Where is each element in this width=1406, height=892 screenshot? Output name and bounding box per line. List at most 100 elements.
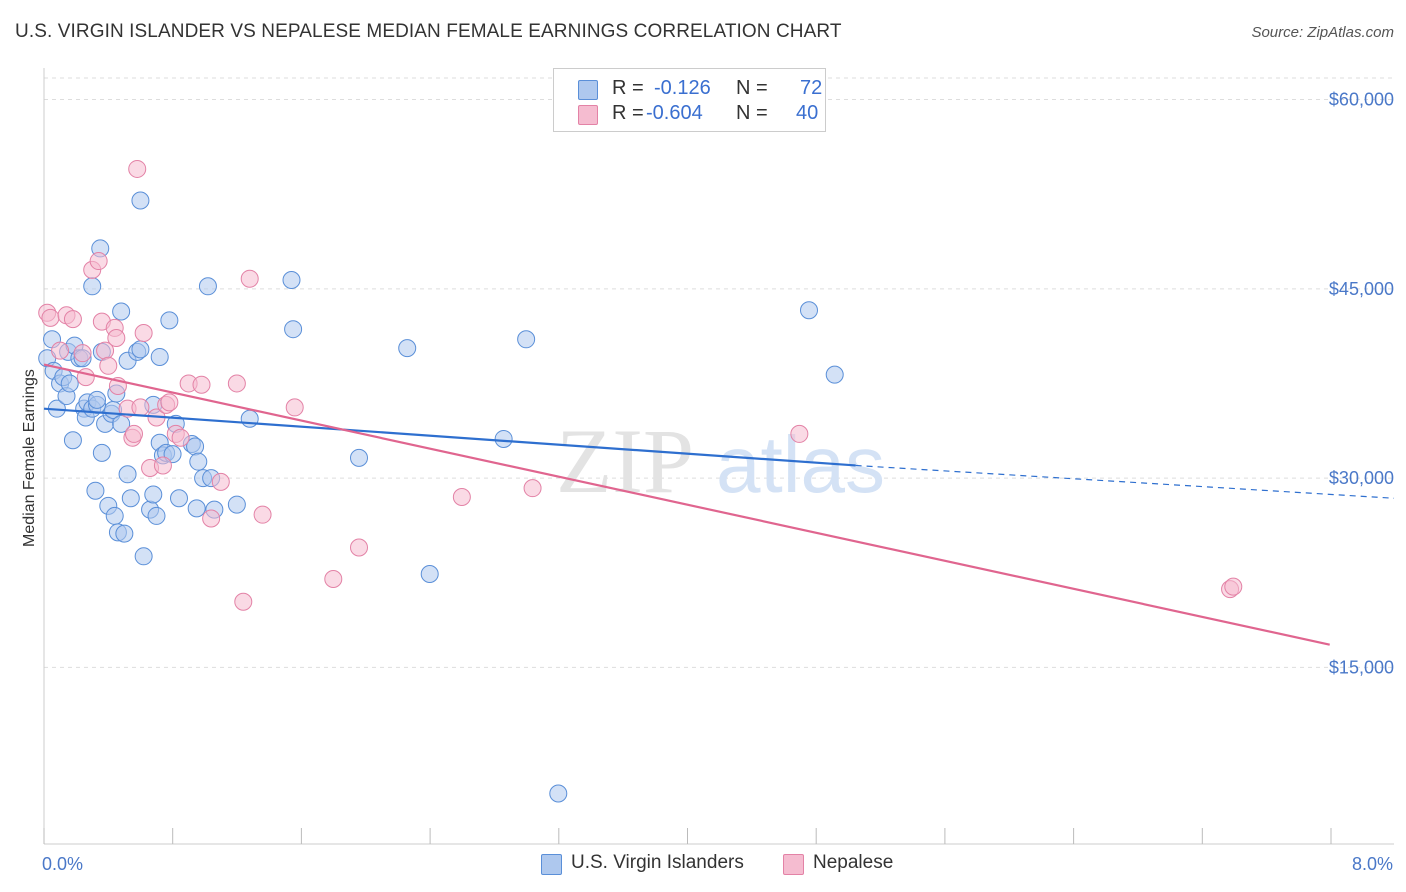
point-virgin-islanders (92, 443, 111, 462)
point-virgin-islanders (282, 270, 301, 289)
point-nepalese (227, 374, 246, 393)
point-virgin-islanders (131, 191, 150, 210)
point-nepalese (240, 269, 259, 288)
point-virgin-islanders (284, 320, 303, 339)
watermark-zip: ZIP (556, 410, 694, 512)
point-nepalese (202, 509, 221, 528)
legend-swatch-blue (578, 80, 598, 100)
point-nepalese (790, 424, 809, 443)
point-nepalese (171, 428, 190, 447)
legend-r-label: R = (612, 102, 644, 124)
point-virgin-islanders (150, 347, 169, 366)
point-virgin-islanders (88, 390, 107, 409)
trend-line-nepalese (43, 363, 1330, 646)
point-virgin-islanders (170, 489, 188, 508)
point-nepalese (125, 424, 143, 443)
point-virgin-islanders (134, 547, 153, 566)
y-tick-label: $45,000 (1329, 279, 1394, 299)
point-nepalese (234, 592, 253, 611)
legend-swatch-pink (578, 105, 598, 125)
point-virgin-islanders (112, 414, 131, 433)
bottom-legend-swatch-blue (541, 854, 562, 875)
y-tick-label: $30,000 (1329, 468, 1394, 488)
point-virgin-islanders (112, 302, 131, 321)
trend-line-virgin-islanders-extrapolated (855, 464, 1395, 499)
point-virgin-islanders (63, 431, 82, 450)
legend-r-value: -0.126 (654, 77, 711, 99)
y-tick-label: $15,000 (1329, 657, 1394, 677)
series-virgin-islanders-points (38, 191, 844, 803)
point-nepalese (285, 398, 304, 417)
point-nepalese (211, 472, 230, 491)
point-virgin-islanders (800, 301, 818, 320)
x-axis-labels: 0.0% 8.0% (42, 854, 1393, 874)
point-virgin-islanders (144, 485, 163, 504)
point-nepalese (134, 323, 153, 342)
source-credit: Source: ZipAtlas.com (1251, 24, 1394, 41)
point-virgin-islanders (420, 564, 439, 583)
point-nepalese (51, 341, 70, 360)
trend-line-virgin-islanders (43, 407, 856, 467)
legend-n-value: 72 (800, 77, 823, 99)
trend-lines (43, 363, 1395, 646)
point-nepalese (452, 488, 471, 507)
point-virgin-islanders (131, 340, 150, 359)
point-nepalese (1224, 577, 1243, 596)
legend-n-label: N = (736, 77, 768, 99)
point-virgin-islanders (198, 277, 217, 296)
point-nepalese (160, 393, 179, 412)
legend-r-label: R = (612, 77, 644, 99)
point-nepalese (76, 368, 95, 387)
point-nepalese (107, 329, 126, 348)
point-virgin-islanders (147, 506, 166, 525)
y-axis-title: Median Female Earnings (21, 369, 38, 547)
gridlines (44, 77, 1394, 668)
bottom-legend-swatch-pink (783, 854, 804, 875)
legend-n-value: 40 (796, 102, 819, 124)
x-tick-label: 0.0% (42, 854, 83, 874)
point-virgin-islanders (350, 448, 368, 467)
point-nepalese (131, 398, 150, 417)
point-nepalese (253, 505, 272, 524)
point-nepalese (73, 344, 92, 363)
y-tick-label: $60,000 (1329, 90, 1394, 110)
point-virgin-islanders (189, 452, 208, 471)
point-nepalese (153, 456, 172, 475)
point-nepalese (63, 310, 82, 329)
point-virgin-islanders (118, 465, 137, 484)
point-virgin-islanders (83, 277, 102, 296)
point-virgin-islanders (494, 429, 513, 448)
point-virgin-islanders (549, 784, 568, 803)
point-nepalese (41, 308, 60, 327)
legend-n-label: N = (736, 102, 768, 124)
point-nepalese (523, 479, 542, 498)
point-virgin-islanders (60, 374, 79, 393)
point-virgin-islanders (105, 506, 124, 525)
point-virgin-islanders (86, 481, 105, 500)
point-virgin-islanders (121, 489, 140, 508)
point-nepalese (128, 159, 147, 178)
series-nepalese-points (38, 159, 1243, 611)
point-virgin-islanders (825, 365, 844, 384)
point-virgin-islanders (240, 409, 259, 428)
bottom-legend-label: U.S. Virgin Islanders (571, 852, 744, 873)
axes (43, 68, 1394, 845)
point-virgin-islanders (398, 339, 417, 358)
point-nepalese (324, 570, 343, 589)
point-virgin-islanders (227, 495, 246, 514)
y-axis-labels: $15,000 $30,000 $45,000 $60,000 (1329, 90, 1394, 678)
point-nepalese (350, 538, 368, 557)
point-virgin-islanders (160, 311, 179, 330)
bottom-legend-label: Nepalese (813, 852, 894, 873)
point-virgin-islanders (187, 499, 206, 518)
point-nepalese (192, 375, 211, 394)
point-nepalese (89, 252, 108, 271)
legend-r-value: -0.604 (646, 102, 703, 124)
point-virgin-islanders (517, 330, 536, 349)
point-virgin-islanders (115, 524, 134, 543)
x-tick-label: 8.0% (1352, 854, 1393, 874)
chart-title: U.S. VIRGIN ISLANDER VS NEPALESE MEDIAN … (15, 21, 842, 42)
correlation-legend: R = -0.126 N = 72 R = -0.604 N = 40 (553, 68, 826, 132)
watermark: ZIP atlas (556, 410, 885, 512)
